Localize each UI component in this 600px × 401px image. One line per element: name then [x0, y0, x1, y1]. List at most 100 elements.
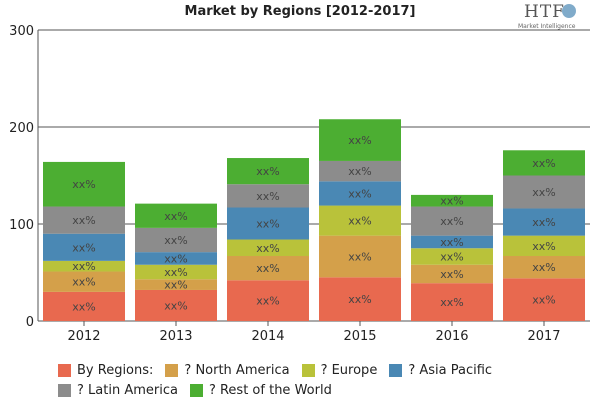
chart-title: Market by Regions [2012-2017]	[184, 4, 416, 19]
data-label: xx%	[164, 279, 187, 292]
data-label: xx%	[72, 300, 95, 313]
x-tick-label: 2016	[435, 329, 468, 344]
bar-segment	[227, 158, 309, 185]
bar-segment	[43, 233, 125, 261]
bar-segment	[319, 235, 401, 278]
bar-segment	[43, 260, 125, 272]
bar-segment	[503, 150, 585, 176]
bar-segment	[319, 160, 401, 182]
legend-swatch	[301, 363, 315, 377]
data-label: xx%	[348, 187, 371, 200]
data-label: xx%	[256, 262, 279, 275]
bar-segment	[411, 248, 493, 265]
bar-segment	[43, 271, 125, 292]
x-tick-label: 2012	[67, 329, 100, 344]
bar-segment	[503, 208, 585, 236]
logo-subtext: Market Intelligence	[518, 23, 576, 30]
bar-segment	[135, 227, 217, 253]
data-label: xx%	[72, 260, 95, 273]
data-label: xx%	[440, 296, 463, 309]
legend-swatch	[165, 363, 179, 377]
legend-swatch	[389, 363, 403, 377]
bar-segment	[135, 289, 217, 321]
bar-segment	[227, 184, 309, 208]
data-label: xx%	[348, 165, 371, 178]
x-tick-label: 2014	[251, 329, 284, 344]
bar-segment	[43, 291, 125, 321]
y-tick-label: 100	[9, 218, 34, 233]
data-label: xx%	[348, 134, 371, 147]
globe-icon	[562, 4, 576, 18]
bar-segment	[411, 264, 493, 284]
bar-segment	[43, 206, 125, 234]
data-label: xx%	[164, 299, 187, 312]
logo-text: HTF	[524, 2, 565, 22]
x-tick-label: 2015	[343, 329, 376, 344]
legend-item[interactable]: ? Asia Pacific	[389, 360, 492, 380]
bar-segment	[503, 256, 585, 279]
bar-segment	[411, 206, 493, 236]
bar-segment	[135, 252, 217, 265]
bar-segment	[319, 205, 401, 236]
bar-segment	[411, 283, 493, 321]
data-label: xx%	[440, 268, 463, 281]
data-label: xx%	[256, 218, 279, 231]
y-tick-label: 200	[9, 121, 34, 136]
data-label: xx%	[256, 295, 279, 308]
bar-segment	[319, 119, 401, 161]
legend-label: ? Asia Pacific	[408, 362, 493, 378]
legend-item[interactable]: ? North America	[165, 360, 290, 380]
data-label: xx%	[164, 252, 187, 265]
x-tick-label: 2017	[527, 329, 560, 344]
legend-item[interactable]: ? Europe	[301, 360, 377, 380]
data-label: xx%	[440, 250, 463, 263]
data-label: xx%	[532, 186, 555, 199]
data-label: xx%	[532, 216, 555, 229]
bar-segment	[135, 279, 217, 290]
legend-item[interactable]: ? Rest of the World	[189, 381, 332, 401]
data-label: xx%	[440, 195, 463, 208]
legend-swatch	[58, 363, 71, 377]
data-label: xx%	[256, 190, 279, 203]
bar-segment	[503, 278, 585, 321]
bar-segment	[503, 175, 585, 209]
data-label: xx%	[532, 157, 555, 170]
data-label: xx%	[256, 165, 279, 178]
bar-segment	[43, 161, 125, 207]
data-label: xx%	[256, 242, 279, 255]
bar-segment	[135, 264, 217, 280]
data-label: xx%	[72, 241, 95, 254]
bar-segment	[319, 277, 401, 321]
data-label: xx%	[72, 214, 95, 227]
data-label: xx%	[164, 266, 187, 279]
legend-item[interactable]: ? Latin America	[58, 381, 178, 401]
data-label: xx%	[532, 261, 555, 274]
data-label: xx%	[164, 210, 187, 223]
data-label: xx%	[440, 215, 463, 228]
data-label: xx%	[440, 236, 463, 249]
legend-label: By Regions:	[77, 362, 154, 378]
data-label: xx%	[164, 234, 187, 247]
legend-label: ? Rest of the World	[208, 383, 332, 398]
bar-segment	[503, 235, 585, 257]
bar-segment	[319, 181, 401, 206]
y-tick-label: 300	[9, 24, 34, 39]
data-label: xx%	[532, 240, 555, 253]
y-tick-label: 0	[26, 315, 34, 330]
bar-segment	[227, 207, 309, 240]
legend-label: ? Latin America	[77, 383, 178, 398]
bar-segment	[227, 256, 309, 281]
data-label: xx%	[532, 294, 555, 307]
data-label: xx%	[72, 276, 95, 289]
legend-swatch	[58, 384, 71, 397]
legend-swatch	[189, 384, 203, 397]
bar-segment	[411, 235, 493, 249]
data-label: xx%	[348, 215, 371, 228]
htf-logo: HTF Market Intelligence	[516, 2, 586, 32]
legend: By Regions: ? North America ? Europe ? Asia…	[58, 360, 578, 401]
bar-segment	[411, 194, 493, 207]
legend-item[interactable]: By Regions:	[58, 360, 153, 380]
bar-segment	[227, 280, 309, 321]
data-label: xx%	[348, 250, 371, 263]
